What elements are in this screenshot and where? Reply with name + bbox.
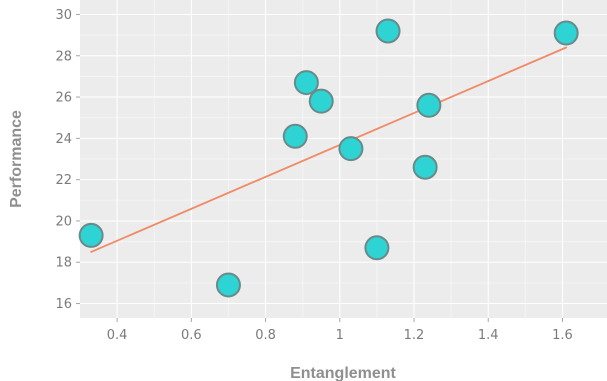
y-tick-label: 18 <box>55 256 72 271</box>
data-point <box>215 272 241 298</box>
y-tick-label: 28 <box>55 49 72 64</box>
plot-area <box>80 0 607 318</box>
y-tick-label: 20 <box>55 214 72 229</box>
data-point <box>308 88 334 114</box>
trendline-layer <box>90 46 568 253</box>
y-tick-label: 30 <box>55 8 72 23</box>
y-tick-label: 24 <box>55 132 72 147</box>
x-tick-label: 0.6 <box>181 328 202 343</box>
x-tick-label: 0.8 <box>255 328 276 343</box>
x-axis-title: Entanglement <box>290 365 396 381</box>
x-tick-label: 1.4 <box>478 328 499 343</box>
point-layer <box>78 18 579 298</box>
tick-layer: 0.4 0.6 0.8 1 1.2 1.4 1.6 16 18 20 22 24 26 28 30 <box>55 8 572 343</box>
y-tick-label: 16 <box>55 297 72 312</box>
data-point <box>293 70 319 96</box>
x-tick-label: 0.4 <box>107 328 128 343</box>
y-axis-title: Performance <box>8 110 25 208</box>
data-point <box>416 92 442 118</box>
grid-layer <box>80 0 607 318</box>
x-tick-label: 1.2 <box>404 328 425 343</box>
y-tick-label: 26 <box>55 91 72 106</box>
x-tick-label: 1 <box>336 328 344 343</box>
data-point <box>282 123 308 149</box>
x-tick-label: 1.6 <box>552 328 573 343</box>
y-tick-label: 22 <box>55 173 72 188</box>
data-point <box>375 18 401 44</box>
trendline <box>90 46 568 253</box>
data-point <box>338 136 364 162</box>
data-point <box>78 222 104 248</box>
data-point <box>412 154 438 180</box>
data-point <box>553 20 579 46</box>
data-point <box>364 235 390 261</box>
